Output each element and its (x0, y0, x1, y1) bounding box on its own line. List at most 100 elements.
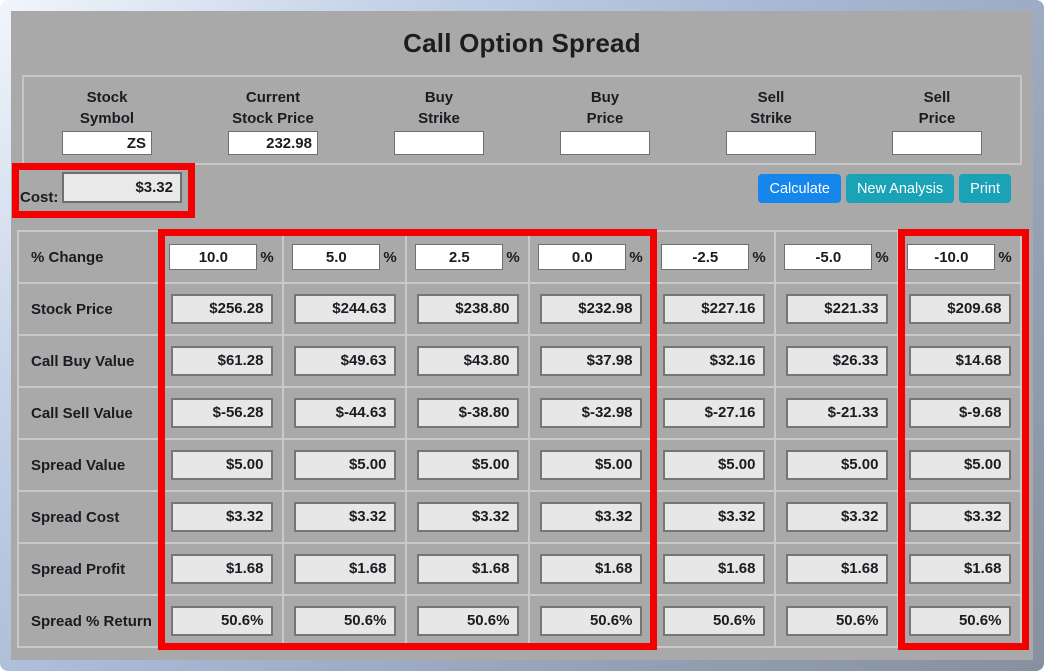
table-cell: % (899, 232, 1020, 282)
percent-suffix-label: % (506, 248, 520, 266)
table-cell: $43.80 (407, 336, 528, 386)
spread-return-output-col3: 50.6% (416, 606, 519, 636)
table-cell: $5.00 (530, 440, 651, 490)
call-sell-value-output-col7: $-9.68 (908, 398, 1011, 428)
table-cell: 50.6% (161, 596, 282, 646)
table-cell: 50.6% (653, 596, 774, 646)
spread-profit-output-col5: $1.68 (662, 554, 765, 584)
header-field-label-line2: Strike (418, 110, 460, 127)
table-cell: $1.68 (653, 544, 774, 594)
current-stock-price-input[interactable] (228, 131, 318, 155)
table-cell: $3.32 (530, 492, 651, 542)
row-label-change: % Change (19, 232, 159, 282)
spread-return-output-col7: 50.6% (908, 606, 1011, 636)
stock-price-output-col5: $227.16 (662, 294, 765, 324)
percent-change-input-col2[interactable] (292, 244, 381, 270)
table-cell: 50.6% (530, 596, 651, 646)
table-cell: $3.32 (407, 492, 528, 542)
call-buy-value-output-col2: $49.63 (293, 346, 396, 376)
scenario-table: % Change%%%%%%% Stock Price $256.28 $244.63… (17, 230, 1022, 648)
table-cell: % (776, 232, 897, 282)
call-sell-value-output-col6: $-21.33 (785, 398, 888, 428)
sell-price-input[interactable] (892, 131, 982, 155)
table-cell: $209.68 (899, 284, 1020, 334)
percent-change-input-col1[interactable] (169, 244, 258, 270)
spread-value-output-col1: $5.00 (170, 450, 273, 480)
spread-profit-output-col6: $1.68 (785, 554, 888, 584)
page-background: Call Option Spread Stock Symbol Current Sto… (11, 11, 1033, 660)
sell-strike-input[interactable] (726, 131, 816, 155)
table-cell: $-21.33 (776, 388, 897, 438)
spread-value-output-col3: $5.00 (416, 450, 519, 480)
table-cell: $232.98 (530, 284, 651, 334)
table-cell: $32.16 (653, 336, 774, 386)
page-title: Call Option Spread (403, 28, 641, 58)
call-buy-value-output-col3: $43.80 (416, 346, 519, 376)
option-inputs-panel: StockSymbolCurrentStock PriceBuyStrikeBu… (22, 75, 1022, 165)
table-cell: $1.68 (530, 544, 651, 594)
header-field-label-line1: Sell (923, 89, 951, 106)
table-cell: % (161, 232, 282, 282)
header-field-label-line2: Price (918, 110, 956, 127)
stock-price-output-col2: $244.63 (293, 294, 396, 324)
header-field-label: Current Stock Price (232, 87, 314, 129)
calculate-button[interactable]: Calculate (758, 174, 841, 203)
table-cell: $37.98 (530, 336, 651, 386)
spread-return-output-col2: 50.6% (293, 606, 396, 636)
print-button[interactable]: Print (959, 174, 1011, 203)
table-cell: $221.33 (776, 284, 897, 334)
percent-change-input-col6[interactable] (784, 244, 873, 270)
table-cell: $1.68 (776, 544, 897, 594)
table-cell: $-27.16 (653, 388, 774, 438)
table-cell: $61.28 (161, 336, 282, 386)
table-cell: $-38.80 (407, 388, 528, 438)
header-field-sell-strike: Sell Strike (688, 87, 854, 163)
table-cell: $244.63 (284, 284, 405, 334)
spread-value-output-col2: $5.00 (293, 450, 396, 480)
table-cell: $3.32 (653, 492, 774, 542)
buy-price-input[interactable] (560, 131, 650, 155)
cost-label: Cost: (20, 189, 59, 206)
header-field-current-stock-price: Current Stock Price (190, 87, 356, 163)
percent-change-input-col5[interactable] (661, 244, 750, 270)
percent-suffix-label: % (998, 248, 1012, 266)
spread-cost-output-col4: $3.32 (539, 502, 642, 532)
cost-value-field: $3.32 (62, 172, 182, 203)
spread-cost-output-col3: $3.32 (416, 502, 519, 532)
percent-change-input-col7[interactable] (907, 244, 996, 270)
call-buy-value-output-col6: $26.33 (785, 346, 888, 376)
row-label-stock-price: Stock Price (19, 284, 159, 334)
spread-value-output-col5: $5.00 (662, 450, 765, 480)
percent-change-input-col4[interactable] (538, 244, 627, 270)
table-cell: $3.32 (161, 492, 282, 542)
table-cell: $1.68 (284, 544, 405, 594)
stock-symbol-input[interactable] (62, 131, 152, 155)
percent-change-input-col3[interactable] (415, 244, 504, 270)
header-field-buy-price: Buy Price (522, 87, 688, 163)
table-cell: $3.32 (776, 492, 897, 542)
table-cell: 50.6% (899, 596, 1020, 646)
spread-cost-output-col6: $3.32 (785, 502, 888, 532)
header-field-label-line1: Sell (757, 89, 785, 106)
header-field-label-line1: Stock (86, 89, 128, 106)
spread-profit-output-col1: $1.68 (170, 554, 273, 584)
spread-cost-output-col7: $3.32 (908, 502, 1011, 532)
header-field-label: Buy Price (587, 87, 624, 129)
spread-profit-output-col4: $1.68 (539, 554, 642, 584)
table-cell: $227.16 (653, 284, 774, 334)
table-cell: $-9.68 (899, 388, 1020, 438)
new-analysis-button[interactable]: New Analysis (845, 174, 955, 203)
stock-price-output-col7: $209.68 (908, 294, 1011, 324)
table-cell: 50.6% (284, 596, 405, 646)
call-buy-value-output-col1: $61.28 (170, 346, 273, 376)
percent-suffix-label: % (752, 248, 766, 266)
header-field-sell-price: Sell Price (854, 87, 1020, 163)
stock-price-output-col3: $238.80 (416, 294, 519, 324)
spread-profit-output-col7: $1.68 (908, 554, 1011, 584)
table-cell: 50.6% (407, 596, 528, 646)
call-sell-value-output-col5: $-27.16 (662, 398, 765, 428)
table-cell: % (407, 232, 528, 282)
buy-strike-input[interactable] (394, 131, 484, 155)
percent-suffix-label: % (260, 248, 274, 266)
